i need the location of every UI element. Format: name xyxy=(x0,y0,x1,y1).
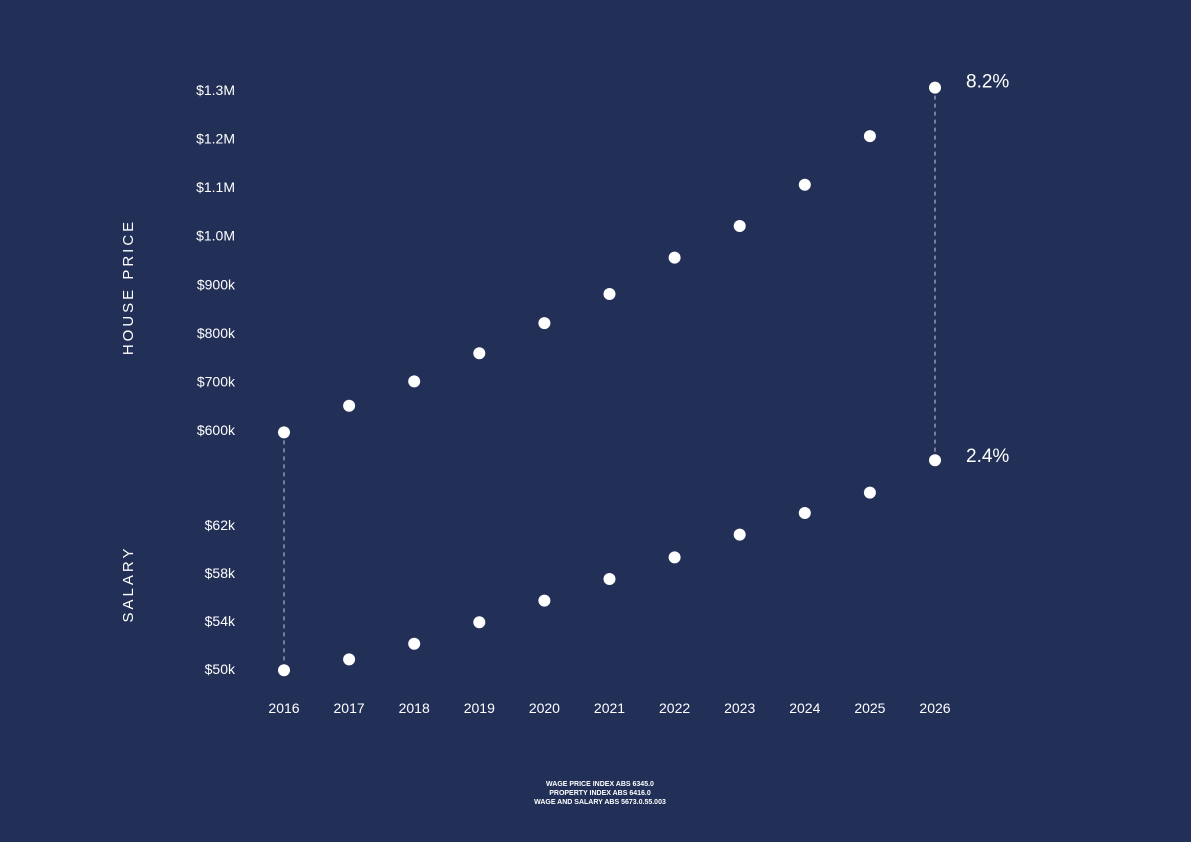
house-price-tick-label: $700k xyxy=(197,373,236,389)
salary-point xyxy=(863,486,876,499)
house-price-tick-label: $1.0M xyxy=(196,228,235,244)
year-tick-label: 2022 xyxy=(659,700,690,716)
year-tick-label: 2017 xyxy=(334,700,365,716)
salary-point xyxy=(408,637,421,650)
house-price-point xyxy=(798,178,811,191)
salary-axis-title: SALARY xyxy=(120,546,137,623)
year-tick-label: 2020 xyxy=(529,700,560,716)
year-tick-label: 2021 xyxy=(594,700,625,716)
source-line: WAGE AND SALARY ABS 5673.0.55.003 xyxy=(534,799,666,806)
house-price-point xyxy=(733,220,746,232)
house-price-tick-label: $1.3M xyxy=(196,82,235,98)
year-tick-label: 2025 xyxy=(854,700,885,716)
salary-tick-label: $62k xyxy=(205,517,236,533)
house-price-growth-label: 8.2% xyxy=(966,72,1009,93)
salary-point xyxy=(278,664,290,677)
sources-footnote: WAGE PRICE INDEX ABS 6345.0 PROPERTY IND… xyxy=(450,780,750,807)
house-price-point xyxy=(603,288,616,300)
house-price-point xyxy=(668,251,681,264)
salary-tick-label: $58k xyxy=(205,565,236,581)
house-price-tick-label: $1.1M xyxy=(196,179,235,195)
year-tick-label: 2019 xyxy=(464,700,495,716)
year-tick-label: 2026 xyxy=(919,700,950,716)
house-price-point xyxy=(408,375,421,388)
salary-point xyxy=(929,454,941,467)
salary-point xyxy=(603,573,616,585)
year-tick-label: 2024 xyxy=(789,700,820,716)
house-price-tick-label: $1.2M xyxy=(196,131,235,147)
salary-tick-label: $50k xyxy=(205,661,236,677)
house-price-point xyxy=(863,130,876,143)
salary-point xyxy=(668,551,681,564)
source-line: PROPERTY INDEX ABS 6416.0 xyxy=(549,790,651,797)
house-price-tick-label: $900k xyxy=(197,276,236,292)
house-price-tick-label: $800k xyxy=(197,325,236,341)
house-price-point xyxy=(278,426,290,439)
year-tick-label: 2018 xyxy=(399,700,430,716)
year-tick-label: 2016 xyxy=(268,700,299,716)
salary-point xyxy=(343,653,356,666)
source-line: WAGE PRICE INDEX ABS 6345.0 xyxy=(546,781,654,788)
salary-point xyxy=(538,594,551,607)
salary-point xyxy=(733,528,746,541)
house-price-point xyxy=(473,347,486,360)
year-tick-label: 2023 xyxy=(724,700,755,716)
salary-growth-label: 2.4% xyxy=(966,446,1009,467)
house-price-point xyxy=(538,317,551,330)
house-price-axis-title: HOUSE PRICE xyxy=(120,219,137,355)
salary-tick-label: $54k xyxy=(205,613,236,629)
salary-point xyxy=(473,616,486,629)
house-price-point xyxy=(343,399,356,412)
house-price-point xyxy=(929,81,941,94)
house-price-tick-label: $600k xyxy=(197,422,236,438)
salary-point xyxy=(798,507,811,519)
